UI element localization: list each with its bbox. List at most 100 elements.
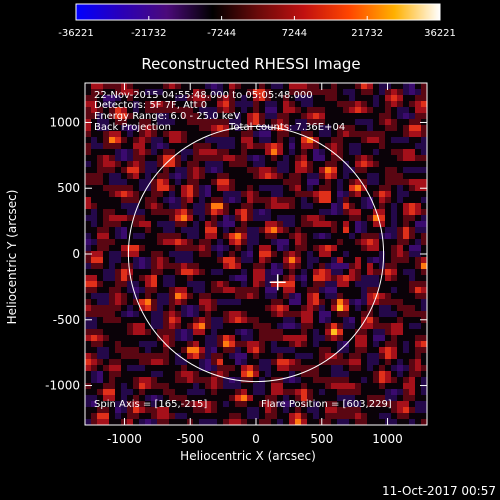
heatmap-cell bbox=[283, 125, 290, 132]
heatmap-cell bbox=[319, 419, 326, 425]
heatmap-cell bbox=[169, 341, 176, 348]
heatmap-cell bbox=[391, 287, 398, 294]
heatmap-cell bbox=[307, 125, 314, 132]
heatmap-cell bbox=[211, 155, 218, 162]
heatmap-cell bbox=[145, 227, 152, 234]
heatmap-cell bbox=[163, 335, 170, 342]
heatmap-cell bbox=[373, 107, 380, 114]
heatmap-cell bbox=[199, 149, 206, 156]
heatmap-cell bbox=[91, 239, 98, 246]
heatmap-cell bbox=[91, 149, 98, 156]
heatmap-cell bbox=[343, 203, 350, 210]
heatmap-cell bbox=[349, 329, 356, 336]
heatmap-cell bbox=[337, 215, 344, 222]
heatmap-cell bbox=[277, 341, 284, 348]
heatmap-cell bbox=[403, 311, 410, 318]
heatmap-cell bbox=[181, 131, 188, 138]
heatmap-cell bbox=[373, 149, 380, 156]
heatmap-cell bbox=[109, 131, 116, 138]
heatmap-cell bbox=[415, 359, 422, 366]
heatmap-cell bbox=[211, 251, 218, 258]
heatmap-cell bbox=[91, 185, 98, 192]
heatmap-cell bbox=[211, 113, 218, 120]
heatmap-cell bbox=[127, 281, 134, 288]
heatmap-cell bbox=[313, 353, 320, 360]
heatmap-cell bbox=[265, 149, 272, 156]
heatmap-cell bbox=[409, 257, 416, 264]
heatmap-cell bbox=[169, 239, 176, 246]
heatmap-cell bbox=[367, 239, 374, 246]
heatmap-cell bbox=[187, 179, 194, 186]
heatmap-cell bbox=[361, 209, 368, 216]
heatmap-cell bbox=[403, 131, 410, 138]
heatmap-cell bbox=[259, 251, 266, 258]
heatmap-cell bbox=[139, 167, 146, 174]
heatmap-cell bbox=[301, 215, 308, 222]
heatmap-cell bbox=[253, 89, 260, 96]
heatmap-cell bbox=[367, 341, 374, 348]
heatmap-cell bbox=[85, 407, 92, 414]
heatmap-cell bbox=[217, 335, 224, 342]
heatmap-cell bbox=[247, 401, 254, 408]
heatmap-cell bbox=[97, 101, 104, 108]
heatmap-cell bbox=[205, 113, 212, 120]
heatmap-cell bbox=[247, 161, 254, 168]
heatmap-cell bbox=[331, 365, 338, 372]
heatmap-cell bbox=[397, 227, 404, 234]
heatmap-cell bbox=[139, 101, 146, 108]
heatmap-cell bbox=[385, 305, 392, 312]
heatmap-cell bbox=[127, 239, 134, 246]
heatmap-cell bbox=[325, 377, 332, 384]
heatmap-cell bbox=[85, 149, 92, 156]
heatmap-cell bbox=[85, 293, 92, 300]
heatmap-cell bbox=[163, 359, 170, 366]
heatmap-cell bbox=[277, 257, 284, 264]
heatmap-cell bbox=[181, 113, 188, 120]
heatmap-cell bbox=[259, 413, 266, 420]
heatmap-cell bbox=[385, 365, 392, 372]
heatmap-cell bbox=[325, 281, 332, 288]
heatmap-cell bbox=[283, 419, 290, 425]
heatmap-cell bbox=[391, 383, 398, 390]
heatmap-cell bbox=[163, 119, 170, 126]
heatmap-cell bbox=[313, 389, 320, 396]
heatmap-cell bbox=[403, 305, 410, 312]
heatmap-cell bbox=[97, 419, 104, 425]
heatmap-cell bbox=[403, 389, 410, 396]
heatmap-cell bbox=[241, 257, 248, 264]
heatmap-cell bbox=[157, 245, 164, 252]
heatmap-cell bbox=[127, 257, 134, 264]
heatmap-cell bbox=[97, 113, 104, 120]
heatmap-cell bbox=[163, 191, 170, 198]
heatmap-cell bbox=[373, 173, 380, 180]
heatmap-cell bbox=[127, 317, 134, 324]
heatmap-cell bbox=[133, 329, 140, 336]
heatmap-cell bbox=[319, 341, 326, 348]
heatmap-cell bbox=[319, 143, 326, 150]
heatmap-cell bbox=[277, 419, 284, 425]
heatmap-cell bbox=[283, 167, 290, 174]
heatmap-cell bbox=[85, 341, 92, 348]
heatmap-cell bbox=[367, 395, 374, 402]
heatmap-cell bbox=[343, 359, 350, 366]
heatmap-cell bbox=[265, 191, 272, 198]
heatmap-cell bbox=[313, 359, 320, 366]
heatmap-cell bbox=[397, 353, 404, 360]
heatmap-cell bbox=[103, 101, 110, 108]
heatmap-cell bbox=[85, 365, 92, 372]
heatmap-cell bbox=[97, 197, 104, 204]
heatmap-cell bbox=[115, 83, 122, 90]
heatmap-cell bbox=[307, 155, 314, 162]
heatmap-cell bbox=[415, 329, 422, 336]
heatmap-cell bbox=[259, 137, 266, 144]
heatmap-cell bbox=[337, 353, 344, 360]
heatmap-cell bbox=[361, 119, 368, 126]
heatmap-cell bbox=[397, 191, 404, 198]
heatmap-cell bbox=[277, 413, 284, 420]
heatmap-cell bbox=[115, 413, 122, 420]
heatmap-cell bbox=[127, 155, 134, 162]
heatmap-cell bbox=[385, 149, 392, 156]
heatmap-cell bbox=[397, 407, 404, 414]
heatmap-cell bbox=[343, 95, 350, 102]
heatmap-cell bbox=[139, 293, 146, 300]
